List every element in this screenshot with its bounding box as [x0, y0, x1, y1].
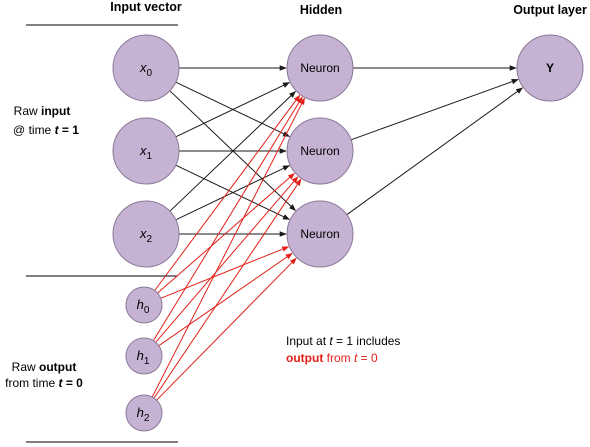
output-node-label: Y: [546, 61, 554, 75]
input-node-circle: [112, 34, 180, 102]
raw-input-label-line2: @ time t = 1: [13, 123, 79, 137]
hidden-to-output-arrow: [346, 87, 523, 216]
prev-output-node-h0: h0: [125, 286, 163, 324]
raw-input-label-line1: Raw input: [14, 104, 71, 118]
recurrent-arrow: [155, 176, 299, 343]
raw-output-label-line1: Raw output: [12, 360, 77, 374]
input-node-x0: x0: [112, 34, 180, 102]
input-node-label: x0: [139, 60, 153, 79]
recurrent-arrow: [153, 178, 302, 399]
connections-layer: [151, 65, 523, 401]
input-node-label: x1: [139, 143, 153, 162]
recurrent-arrow: [157, 172, 295, 294]
input-node-circle: [112, 200, 180, 268]
recurrent-arrow: [151, 97, 305, 398]
input-node-circle: [112, 117, 180, 185]
input-to-hidden-connections: [169, 65, 296, 237]
recurrent-arrow: [156, 257, 297, 401]
prev-output-node-circle: [125, 337, 163, 375]
hidden-to-output-connections: [346, 65, 523, 216]
hidden-neuron-2: Neuron: [286, 200, 354, 268]
output-node-circle: [516, 34, 584, 102]
input-node-x1: x1: [112, 117, 180, 185]
header-hidden: Hidden: [300, 3, 342, 17]
note-line1: Input at t = 1 includes: [286, 334, 400, 348]
hidden-neuron-0: Neuron: [286, 34, 354, 102]
input-to-hidden-arrow: [175, 165, 290, 221]
hidden-neuron-label: Neuron: [300, 144, 339, 158]
prev-output-node-h1: h1: [125, 337, 163, 375]
header-input-vector: Input vector: [110, 0, 182, 14]
input-node-label: x2: [139, 226, 153, 245]
prev-output-node-label: h2: [137, 405, 150, 424]
note-line2: output from t = 0: [286, 351, 378, 365]
hidden-neuron-label: Neuron: [300, 227, 339, 241]
hidden-neuron-circle: [286, 117, 354, 185]
hidden-neuron-circle: [286, 200, 354, 268]
raw-output-label-line2: from time t = 0: [5, 376, 83, 390]
note-highlight-output: output: [286, 351, 323, 365]
recurrent-arrow: [152, 96, 303, 341]
prev-output-node-label: h1: [137, 348, 150, 367]
hidden-to-output-arrow: [350, 79, 519, 141]
recurrent-arrow: [160, 246, 290, 299]
recurrent-arrow: [158, 252, 293, 347]
prev-output-node-circle: [125, 394, 163, 432]
hidden-neuron-1: Neuron: [286, 117, 354, 185]
prev-output-node-h2: h2: [125, 394, 163, 432]
input-to-hidden-arrow: [175, 82, 290, 138]
prev-output-node-circle: [125, 286, 163, 324]
header-output-layer: Output layer: [513, 3, 587, 17]
output-node-y: Y: [516, 34, 584, 102]
prev-output-node-label: h0: [137, 297, 150, 316]
input-node-x2: x2: [112, 200, 180, 268]
recurrent-arrow: [154, 94, 301, 291]
hidden-neuron-label: Neuron: [300, 61, 339, 75]
hidden-neuron-circle: [286, 34, 354, 102]
recurrent-connections: [151, 94, 305, 401]
input-to-hidden-arrow: [169, 91, 296, 212]
